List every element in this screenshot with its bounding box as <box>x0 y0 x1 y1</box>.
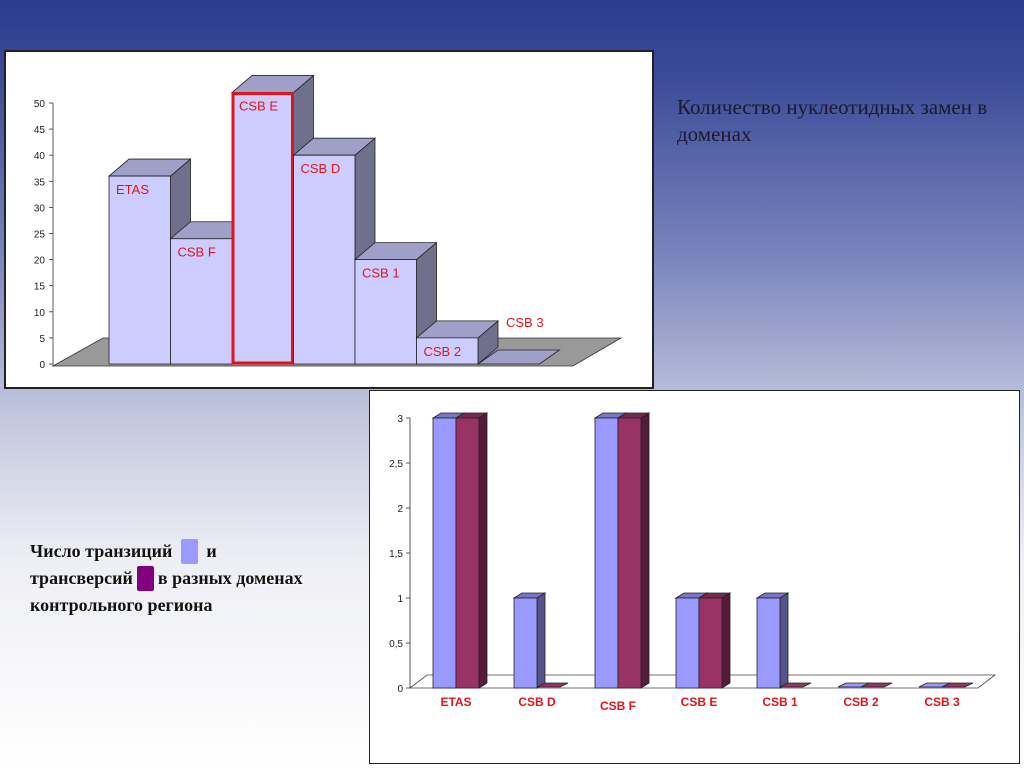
chart2-category-label: CSB 3 <box>924 695 960 709</box>
transitions-transversions-chart: 0 0,5 1 1,5 2 2,5 3 ETAS CSB D CSB F CSB E CSB 1 CSB… <box>389 412 997 713</box>
chart1-y-tick-label: 40 <box>34 151 46 162</box>
chart2-bar <box>755 592 790 689</box>
chart2-category-label: CSB 1 <box>762 695 798 709</box>
chart1-y-tick-label: 50 <box>34 99 46 110</box>
caption-text-1: Число транзиций <box>30 541 173 561</box>
caption-text-2: и <box>206 541 217 561</box>
chart1-y-tick-label: 45 <box>34 125 46 136</box>
substitutions-chart: 0 5 10 15 20 25 30 35 40 45 50 ETAS CSB F CSB E CSB D C… <box>34 74 623 371</box>
chart2-bar <box>941 682 974 688</box>
chart1-bar <box>415 320 500 365</box>
chart1-highlight-frame <box>231 92 294 365</box>
chart2-bar <box>779 682 812 688</box>
bottom-chart-panel: 0 0,5 1 1,5 2 2,5 3 ETAS CSB D CSB F CSB E CSB 1 CSB… <box>369 390 1020 764</box>
chart1-y-tick-label: 15 <box>34 282 46 293</box>
chart2-category-label: CSB D <box>518 695 556 709</box>
chart1-y-tick-label: 0 <box>39 360 45 371</box>
chart2-category-label: CSB F <box>600 699 636 713</box>
chart2-bar <box>512 592 547 689</box>
chart1-bar-label: CSB 1 <box>362 266 400 281</box>
chart1-y-tick-label: 5 <box>39 334 45 345</box>
transitions-swatch-icon <box>180 539 198 564</box>
top-chart-panel: 0 5 10 15 20 25 30 35 40 45 50 ETAS CSB F CSB E CSB D C… <box>4 50 654 389</box>
chart2-bar <box>536 682 569 688</box>
caption-text-3: трансверсий <box>30 568 133 588</box>
chart2-bar <box>697 592 732 689</box>
chart1-y-tick-label: 10 <box>34 308 46 319</box>
chart1-bar-label: CSB F <box>178 245 216 260</box>
page-title: Количество нуклеотидных замен в доменах <box>677 95 988 146</box>
chart1-bar-label: CSB E <box>239 99 278 114</box>
chart2-y-tick-label: 1,5 <box>389 549 403 560</box>
chart1-y-tick-label: 35 <box>34 177 46 188</box>
chart2-y-tick-label: 2 <box>397 504 403 515</box>
caption-text-4: в разных доменах контрольного региона <box>30 568 303 615</box>
chart2-category-label: CSB E <box>681 695 718 709</box>
transversions-swatch-icon <box>136 566 154 591</box>
chart1-y-tick-label: 25 <box>34 230 46 241</box>
chart2-y-tick-label: 2,5 <box>389 459 403 470</box>
chart1-y-tick-label: 20 <box>34 256 46 267</box>
chart1-bar-label: ETAS <box>116 182 149 197</box>
chart1-bar-label: CSB 3 <box>506 315 544 330</box>
chart1-bar <box>476 349 561 365</box>
chart2-y-tick-label: 3 <box>397 414 403 425</box>
chart2-bar <box>454 412 489 689</box>
chart1-bar-label: CSB D <box>301 161 341 176</box>
chart2-y-tick-label: 1 <box>397 594 403 605</box>
chart2-category-label: ETAS <box>440 695 471 709</box>
chart2-category-label: CSB 2 <box>843 695 879 709</box>
chart-caption: Число транзиций и трансверсий в разных до… <box>30 538 370 619</box>
chart2-y-tick-label: 0,5 <box>389 639 403 650</box>
chart2-bar <box>616 412 651 689</box>
chart1-bar-label: CSB 2 <box>424 344 462 359</box>
chart2-y-tick-label: 0 <box>397 684 403 695</box>
chart2-bar <box>860 682 893 688</box>
chart1-y-tick-label: 30 <box>34 203 46 214</box>
